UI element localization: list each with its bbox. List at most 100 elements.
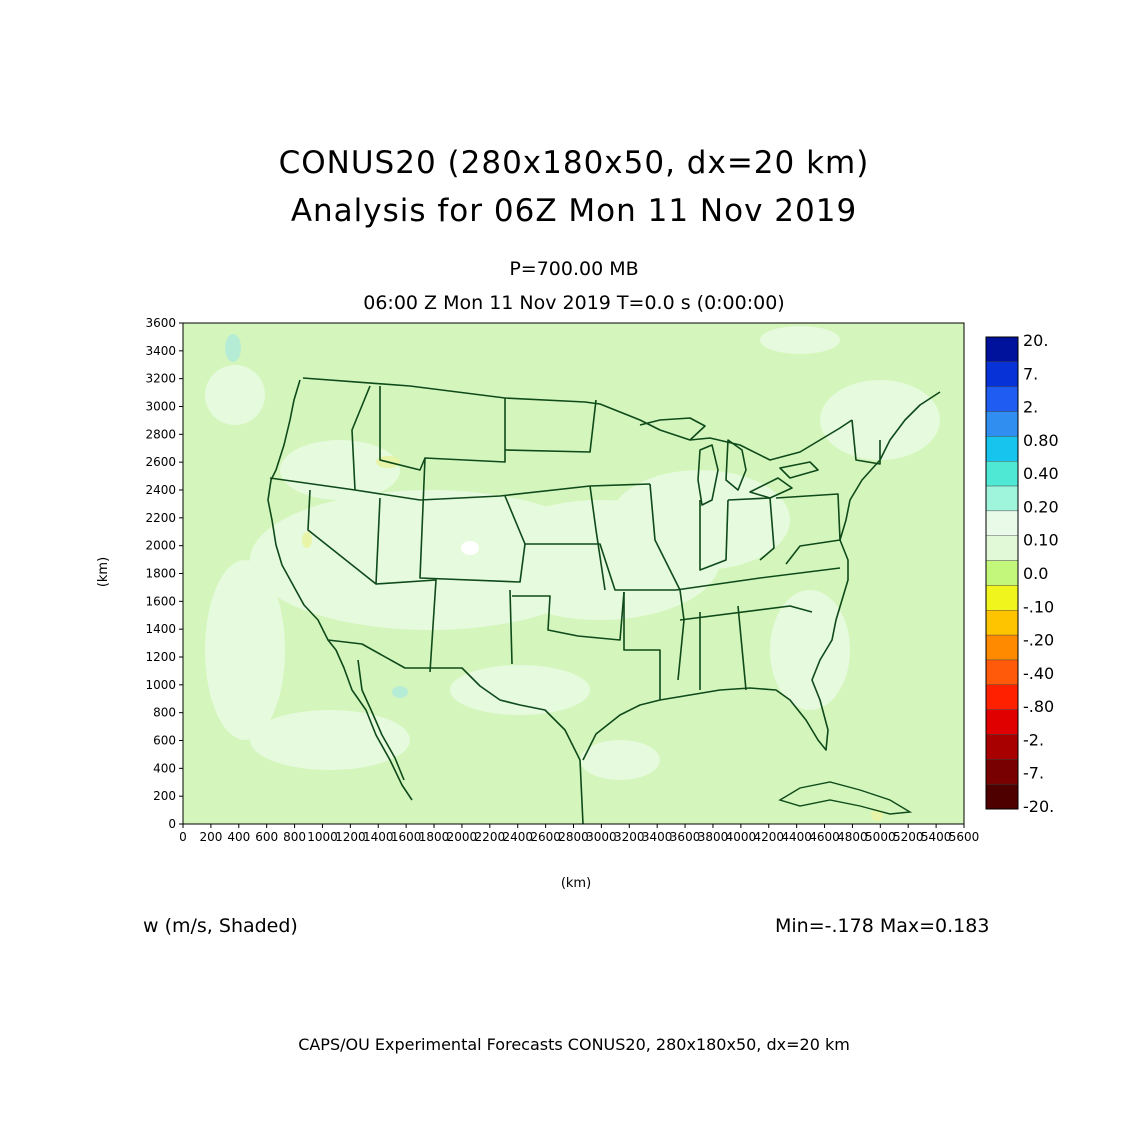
legend-swatch bbox=[985, 585, 1019, 611]
legend-swatch bbox=[985, 361, 1019, 387]
legend-label: 2. bbox=[1023, 398, 1038, 417]
x-tick-label: 4200 bbox=[753, 830, 784, 844]
legend-swatch bbox=[985, 709, 1019, 735]
x-tick-label: 1600 bbox=[391, 830, 422, 844]
y-tick-label: 2000 bbox=[145, 539, 176, 553]
legend-label: 0.10 bbox=[1023, 531, 1059, 550]
y-tick-label: 1400 bbox=[145, 622, 176, 636]
x-axis: 0 200 400 600 800 100012001400160018002000220… bbox=[179, 824, 979, 844]
y-tick-label: 600 bbox=[153, 734, 176, 748]
x-tick-label: 1200 bbox=[335, 830, 366, 844]
x-tick-label: 5200 bbox=[893, 830, 924, 844]
x-tick-label: 3400 bbox=[642, 830, 673, 844]
x-tick-label: 1800 bbox=[419, 830, 450, 844]
x-tick-label: 1400 bbox=[363, 830, 394, 844]
y-tick-label: 3200 bbox=[145, 372, 176, 386]
legend-swatch bbox=[985, 634, 1019, 661]
y-tick-label: 3400 bbox=[145, 344, 176, 358]
x-tick-label: 4600 bbox=[809, 830, 840, 844]
legend-frame bbox=[985, 336, 1019, 810]
y-tick-label: 2400 bbox=[145, 483, 176, 497]
legend-swatch bbox=[985, 336, 1019, 363]
legend-swatch bbox=[985, 734, 1019, 760]
y-tick-label: 2600 bbox=[145, 455, 176, 469]
legend-label: -20. bbox=[1023, 797, 1054, 816]
shaded-field bbox=[205, 326, 940, 780]
legend-swatch bbox=[985, 684, 1019, 710]
y-axis-label: (km) bbox=[96, 557, 111, 587]
legend-swatch bbox=[985, 386, 1019, 412]
legend-label: -2. bbox=[1023, 730, 1044, 749]
field-label: w (m/s, Shaded) bbox=[143, 915, 298, 937]
min-max-values: Min=-.178 Max=0.183 bbox=[775, 915, 990, 937]
x-tick-label: 3800 bbox=[698, 830, 729, 844]
x-tick-label: 600 bbox=[255, 830, 278, 844]
legend-label: 0.80 bbox=[1023, 431, 1059, 450]
x-tick-label: 2000 bbox=[447, 830, 478, 844]
valid-time: 06:00 Z Mon 11 Nov 2019 T=0.0 s (0:00:00… bbox=[363, 292, 785, 314]
y-tick-label: 2800 bbox=[145, 427, 176, 441]
legend-swatch bbox=[985, 759, 1019, 785]
plot-title-line2: Analysis for 06Z Mon 11 Nov 2019 bbox=[290, 193, 858, 229]
plot-title-line1: CONUS20 (280x180x50, dx=20 km) bbox=[278, 145, 870, 181]
legend-swatch bbox=[985, 436, 1019, 462]
x-tick-label: 800 bbox=[283, 830, 306, 844]
legend-swatch bbox=[985, 535, 1019, 561]
footer-credit: CAPS/OU Experimental Forecasts CONUS20, … bbox=[298, 1035, 850, 1054]
x-tick-label: 1000 bbox=[307, 830, 338, 844]
legend-swatch bbox=[985, 510, 1019, 536]
y-tick-label: 1200 bbox=[145, 650, 176, 664]
x-tick-label: 5000 bbox=[865, 830, 896, 844]
legend-swatch bbox=[985, 411, 1019, 437]
x-tick-label: 5400 bbox=[921, 830, 952, 844]
x-tick-label: 4000 bbox=[726, 830, 757, 844]
legend-swatch bbox=[985, 461, 1019, 487]
x-tick-label: 3600 bbox=[670, 830, 701, 844]
legend-label: -.20 bbox=[1023, 631, 1054, 650]
y-tick-label: 0 bbox=[168, 817, 176, 831]
y-tick-label: 3600 bbox=[145, 316, 176, 330]
x-tick-label: 0 bbox=[179, 830, 187, 844]
legend-swatch bbox=[985, 659, 1019, 685]
legend-label: 0.40 bbox=[1023, 464, 1059, 483]
x-tick-label: 2200 bbox=[475, 830, 506, 844]
y-tick-label: 400 bbox=[153, 761, 176, 775]
y-tick-label: 3000 bbox=[145, 400, 176, 414]
x-tick-label: 5600 bbox=[949, 830, 980, 844]
y-tick-label: 800 bbox=[153, 706, 176, 720]
map-borders bbox=[267, 377, 941, 824]
x-axis-label: (km) bbox=[561, 876, 591, 891]
legend-label: -.40 bbox=[1023, 664, 1054, 683]
y-tick-label: 1800 bbox=[145, 567, 176, 581]
x-tick-label: 2800 bbox=[558, 830, 589, 844]
x-tick-label: 4400 bbox=[781, 830, 812, 844]
x-tick-label: 3200 bbox=[614, 830, 645, 844]
y-tick-label: 200 bbox=[153, 789, 176, 803]
legend-label: -7. bbox=[1023, 764, 1044, 783]
y-tick-label: 1000 bbox=[145, 678, 176, 692]
legend-label: 7. bbox=[1023, 364, 1038, 383]
legend-swatch bbox=[985, 610, 1019, 636]
legend-swatch bbox=[985, 783, 1019, 810]
x-tick-label: 3000 bbox=[586, 830, 617, 844]
caribbean-coast bbox=[778, 781, 913, 815]
shaded-field-positive bbox=[225, 334, 479, 698]
color-legend: 20. 7. 2. 0.80 0.40 0.20 0.10 0.0 -.10 -.20 -.40 -.… bbox=[985, 331, 1059, 816]
legend-swatch bbox=[985, 485, 1019, 512]
legend-label: 0.20 bbox=[1023, 497, 1059, 516]
legend-label: -.10 bbox=[1023, 597, 1054, 616]
y-tick-label: 2200 bbox=[145, 511, 176, 525]
legend-label: 0.0 bbox=[1023, 564, 1048, 583]
pressure-level: P=700.00 MB bbox=[509, 258, 639, 280]
legend-label: 20. bbox=[1023, 331, 1048, 350]
legend-label: -.80 bbox=[1023, 697, 1054, 716]
x-tick-label: 2600 bbox=[530, 830, 561, 844]
y-tick-label: 1600 bbox=[145, 594, 176, 608]
legend-swatch bbox=[985, 560, 1019, 586]
x-tick-label: 2400 bbox=[502, 830, 533, 844]
y-axis: 0 200 400 600 800 1000 1200 1400 1600 1800 2000 220… bbox=[145, 316, 183, 831]
x-tick-label: 200 bbox=[199, 830, 222, 844]
x-tick-label: 4800 bbox=[837, 830, 868, 844]
x-tick-label: 400 bbox=[227, 830, 250, 844]
